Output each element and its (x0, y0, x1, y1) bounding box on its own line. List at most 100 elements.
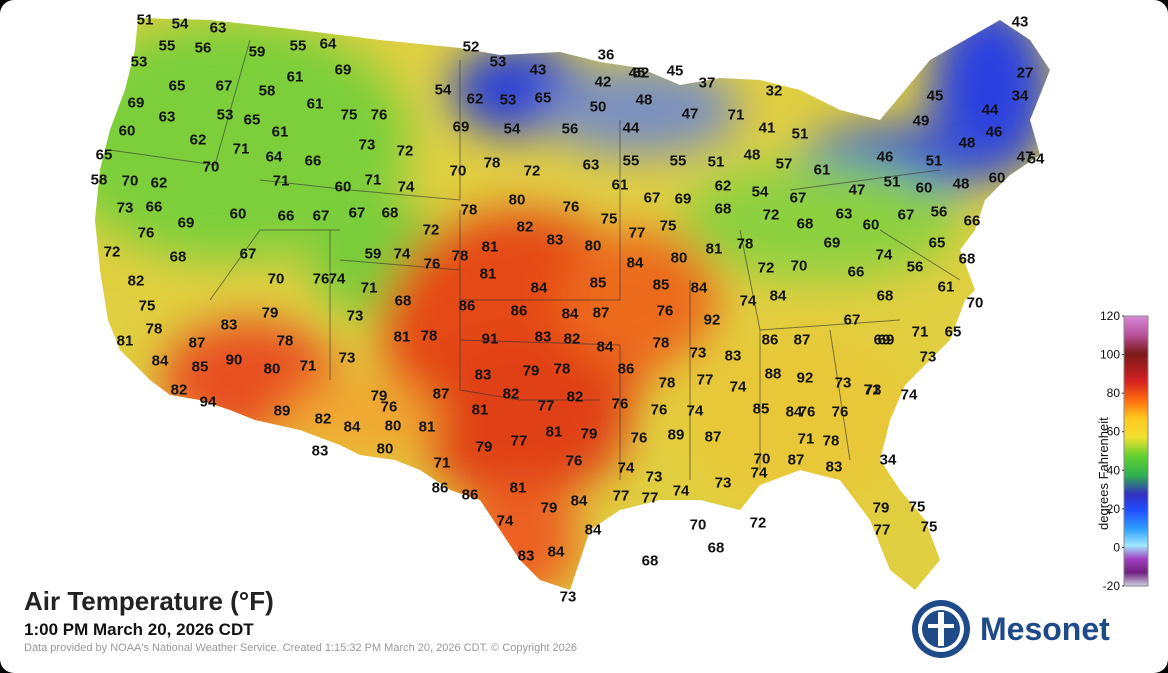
station-temp-label: 79 (581, 426, 598, 443)
station-temp-label: 74 (497, 513, 514, 530)
legend-tick-label: 80 (1107, 386, 1121, 400)
station-temp-label: 68 (797, 216, 814, 233)
station-temp-label: 78 (461, 202, 478, 219)
station-temp-label: 78 (421, 328, 438, 345)
station-temp-label: 47 (1017, 149, 1034, 166)
color-scale-legend: 120 100 80 60 40 20 0 -20 degrees Fahrenheit (1096, 310, 1149, 592)
station-temp-label: 94 (200, 394, 217, 411)
station-temp-label: 86 (762, 332, 779, 349)
station-temp-label: 63 (210, 20, 227, 37)
legend-tick-label: 120 (1100, 310, 1120, 323)
station-temp-label: 53 (500, 92, 517, 109)
station-temp-label: 72 (104, 244, 121, 261)
station-temp-label: 82 (564, 331, 581, 348)
station-temp-label: 77 (538, 398, 555, 415)
station-temp-label: 73 (690, 345, 707, 362)
station-temp-label: 56 (907, 259, 924, 276)
station-temp-label: 84 (627, 255, 644, 272)
station-temp-label: 63 (836, 206, 853, 223)
station-temp-label: 80 (671, 250, 688, 267)
station-temp-label: 68 (642, 553, 659, 570)
station-temp-label: 56 (931, 204, 948, 221)
station-temp-label: 63 (583, 157, 600, 174)
station-temp-label: 45 (667, 63, 684, 80)
station-temp-label: 79 (262, 305, 279, 322)
station-temp-label: 69 (824, 235, 841, 252)
station-temp-label: 82 (503, 386, 520, 403)
station-temp-label: 85 (753, 401, 770, 418)
station-temp-label: 87 (433, 386, 450, 403)
station-temp-label: 43 (530, 62, 547, 79)
station-temp-label: 75 (341, 107, 358, 124)
state-borders (109, 39, 961, 480)
station-temp-label: 68 (170, 249, 187, 266)
station-temp-label: 61 (287, 69, 304, 86)
station-temp-label: 92 (797, 370, 814, 387)
station-temp-label: 67 (349, 205, 366, 222)
station-temp-label: 88 (765, 366, 782, 383)
station-temp-label: 69 (675, 191, 692, 208)
station-temp-label: 73 (117, 200, 134, 217)
station-temp-label: 56 (195, 40, 212, 57)
station-temp-label: 82 (171, 382, 188, 399)
station-temp-label: 62 (467, 91, 484, 108)
color-scale-bar (1123, 315, 1149, 587)
station-temp-label: 82 (315, 411, 332, 428)
station-temp-label: 73 (920, 349, 937, 366)
station-temp-label: 81 (472, 402, 489, 419)
station-temp-label: 69 (453, 119, 470, 136)
station-temp-label: 58 (91, 172, 108, 189)
station-temp-label: 78 (146, 321, 163, 338)
station-temp-label: 69 (335, 62, 352, 79)
station-temp-label: 52 (463, 39, 480, 56)
station-temp-label: 75 (139, 298, 156, 315)
station-temp-label: 64 (320, 36, 337, 53)
station-temp-label: 89 (668, 427, 685, 444)
station-temp-label: 72 (750, 515, 767, 532)
station-temp-label: 71 (912, 324, 929, 341)
station-temp-label: 60 (989, 170, 1006, 187)
station-temp-label: 74 (687, 403, 704, 420)
station-temp-label: 84 (786, 404, 803, 421)
station-temp-label: 34 (1012, 88, 1029, 105)
station-temp-label: 83 (725, 348, 742, 365)
mesonet-seal-icon (912, 600, 970, 658)
station-temp-label: 73 (347, 308, 364, 325)
station-temp-label: 87 (593, 305, 610, 322)
station-temp-label: 84 (344, 419, 361, 436)
station-temp-label: 78 (554, 361, 571, 378)
station-temp-label: 37 (699, 75, 716, 92)
station-temp-label: 83 (475, 367, 492, 384)
station-temp-label: 80 (377, 441, 394, 458)
station-temp-label: 87 (705, 429, 722, 446)
mesonet-logo: Mesonet (910, 598, 1110, 660)
station-temp-label: 82 (567, 389, 584, 406)
station-temp-label: 65 (535, 90, 552, 107)
station-temp-label: 67 (240, 246, 257, 263)
station-temp-label: 69 (874, 332, 891, 349)
legend-tick-label: -20 (1103, 579, 1121, 592)
station-temp-label: 56 (562, 121, 579, 138)
station-temp-label: 75 (921, 519, 938, 536)
station-temp-label: 51 (884, 174, 901, 191)
station-temp-label: 73 (359, 137, 376, 154)
station-temp-label: 71 (361, 280, 378, 297)
station-temp-label: 72 (763, 207, 780, 224)
station-temp-label: 59 (249, 44, 266, 61)
station-temp-label: 44 (982, 102, 999, 119)
station-temp-label: 84 (691, 280, 708, 297)
station-temp-label: 70 (967, 295, 984, 312)
station-temp-label: 54 (435, 82, 452, 99)
station-temp-label: 49 (913, 113, 930, 130)
station-temp-label: 73 (865, 382, 882, 399)
station-temp-label: 74 (673, 483, 690, 500)
legend-tick-label: 100 (1100, 348, 1120, 362)
station-temp-label: 85 (590, 275, 607, 292)
station-temp-label: 68 (708, 540, 725, 557)
station-temp-label: 45 (927, 88, 944, 105)
station-temp-label: 81 (480, 266, 497, 283)
station-temp-label: 55 (670, 153, 687, 170)
legend-ticks: 120 100 80 60 40 20 0 -20 (1100, 310, 1124, 592)
station-temp-label: 73 (646, 469, 663, 486)
